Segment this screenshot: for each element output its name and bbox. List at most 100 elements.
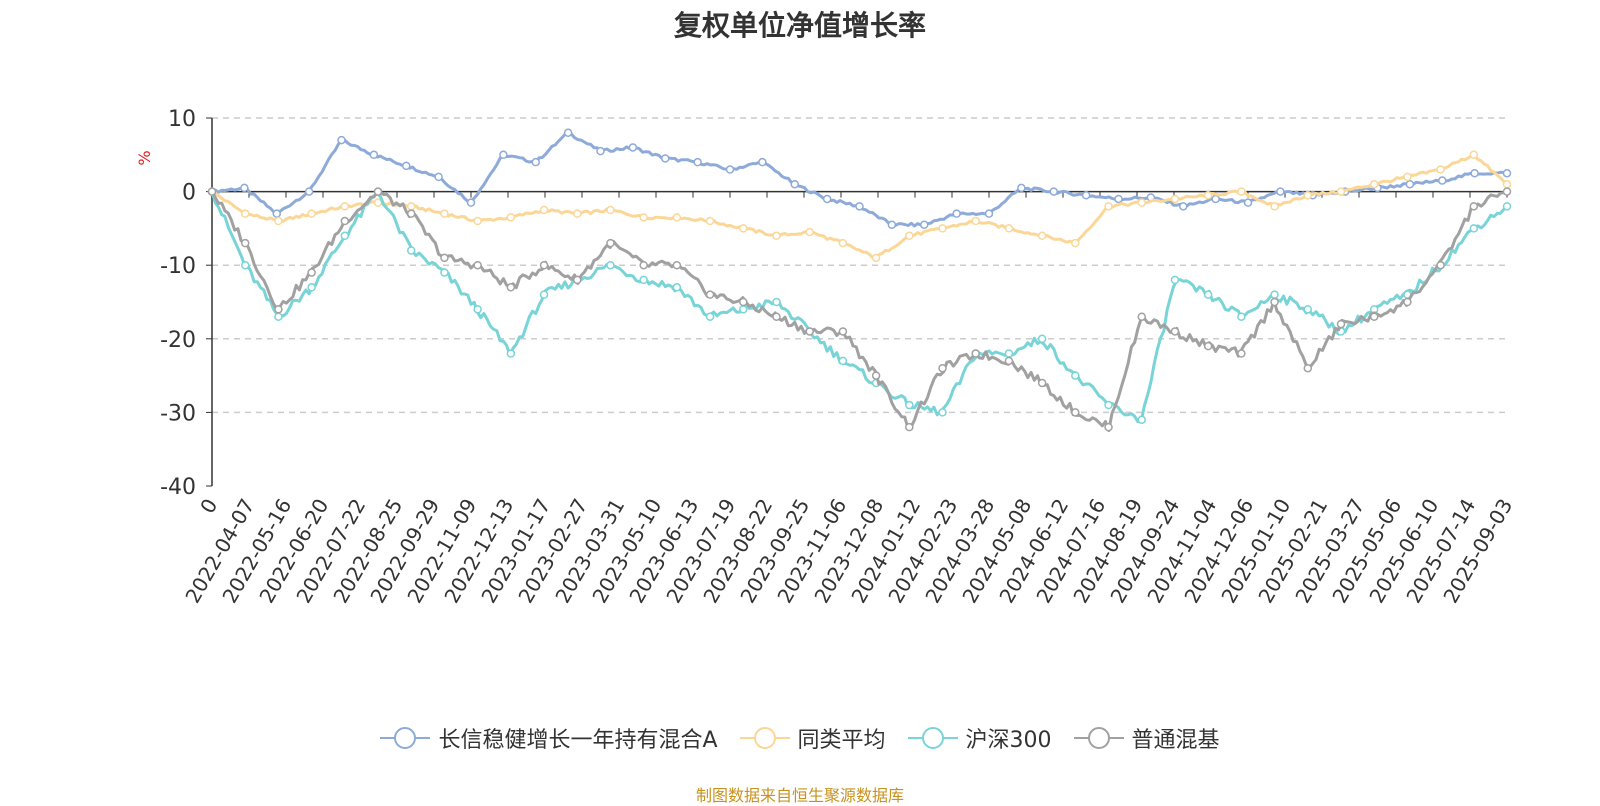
series-point-3: [772, 312, 781, 321]
series-point-3: [274, 305, 283, 314]
series-point-0: [1405, 179, 1415, 189]
series-point-2: [274, 312, 283, 321]
series-point-1: [406, 202, 416, 211]
series-point-1: [1436, 165, 1445, 174]
legend-label: 同类平均: [797, 728, 886, 753]
series-point-2: [240, 260, 250, 270]
series-point-1: [1469, 150, 1479, 160]
series-point-2: [705, 312, 715, 321]
series-point-3: [1237, 349, 1246, 358]
y-tick-label: -10: [160, 254, 196, 279]
series-point-2: [440, 268, 449, 277]
series-point-1: [639, 213, 648, 222]
series-point-0: [725, 165, 735, 174]
series-point-2: [539, 290, 549, 299]
series-point-0: [1179, 202, 1188, 211]
series-point-1: [1203, 191, 1213, 200]
series-point-0: [499, 150, 508, 160]
series-point-2: [1303, 305, 1313, 314]
series-point-2: [672, 283, 682, 292]
series-point-3: [1469, 202, 1479, 211]
series-point-2: [639, 275, 648, 285]
series-point-0: [596, 146, 605, 156]
series-point-3: [307, 268, 316, 277]
series-point-0: [531, 157, 540, 167]
series-point-0: [304, 187, 314, 196]
series-point-0: [466, 198, 476, 207]
series-point-2: [1004, 349, 1014, 358]
series-point-1: [1237, 187, 1246, 196]
series-point-3: [938, 363, 947, 373]
series-point-2: [772, 297, 781, 307]
series-point-0: [272, 209, 281, 218]
series-point-0: [1017, 183, 1026, 193]
series-point-1: [1137, 198, 1146, 207]
series-point-0: [952, 209, 961, 218]
series-point-2: [606, 260, 615, 270]
series-point-1: [1037, 231, 1047, 241]
legend-item-2[interactable]: 沪深300: [907, 722, 1052, 754]
series-point-3: [705, 290, 715, 299]
series-point-1: [1270, 202, 1279, 211]
series-point-1: [1502, 179, 1512, 189]
series-point-0: [369, 150, 379, 160]
series-point-1: [1403, 172, 1412, 182]
series-point-1: [573, 209, 582, 218]
series-point-0: [1502, 168, 1512, 178]
series-point-0: [1081, 191, 1091, 200]
series-point-0: [887, 220, 897, 229]
series-point-3: [207, 187, 217, 196]
legend-item-0[interactable]: 长信稳健增长一年持有混合A: [380, 722, 718, 754]
series-point-1: [506, 213, 516, 222]
series-point-3: [573, 275, 582, 285]
series-line-2: [210, 191, 1509, 424]
series-point-3: [1303, 363, 1313, 373]
series-point-3: [340, 216, 350, 226]
series-point-3: [838, 327, 848, 336]
y-tick-label: 0: [182, 181, 196, 206]
series-point-2: [406, 246, 416, 255]
series-point-0: [1211, 194, 1220, 204]
series-point-2: [1270, 290, 1279, 299]
series-point-1: [1336, 187, 1346, 196]
series-point-0: [693, 157, 702, 167]
series-point-1: [1071, 238, 1080, 248]
series-point-1: [705, 216, 715, 226]
legend: 长信稳健增长一年持有混合A 同类平均 沪深300 普通混基: [0, 722, 1600, 754]
legend-label: 沪深300: [965, 728, 1052, 753]
series-point-1: [672, 213, 682, 222]
legend-item-1[interactable]: 同类平均: [739, 722, 886, 754]
series-point-2: [1502, 202, 1512, 211]
y-tick-label: 10: [168, 107, 196, 132]
series-point-2: [1037, 334, 1047, 344]
legend-item-3[interactable]: 普通混基: [1073, 722, 1220, 754]
series-point-1: [772, 231, 781, 241]
series-point-3: [1270, 297, 1279, 307]
series-point-3: [506, 283, 516, 292]
series-point-2: [506, 349, 516, 358]
series-point-2: [340, 231, 350, 241]
series-point-3: [606, 238, 615, 248]
series-point-0: [758, 157, 767, 167]
series-point-3: [739, 297, 748, 307]
series-point-0: [1243, 198, 1253, 207]
series-point-2: [1071, 371, 1080, 380]
y-tick-label: -30: [160, 401, 196, 426]
series-point-3: [473, 260, 482, 270]
series-point-3: [1369, 312, 1379, 321]
series-point-1: [539, 205, 549, 215]
series-point-3: [1037, 378, 1047, 388]
series-point-0: [1438, 176, 1447, 185]
series-line-1: [211, 154, 1508, 260]
series-point-1: [606, 205, 615, 215]
series-point-2: [938, 408, 947, 417]
series-point-0: [1276, 187, 1285, 196]
series-point-3: [1403, 297, 1412, 307]
series-point-0: [240, 183, 249, 193]
series-point-0: [855, 202, 864, 211]
series-point-3: [1170, 327, 1180, 336]
series-line-3: [210, 190, 1508, 433]
series-point-1: [1303, 191, 1313, 200]
series-point-0: [790, 179, 799, 189]
